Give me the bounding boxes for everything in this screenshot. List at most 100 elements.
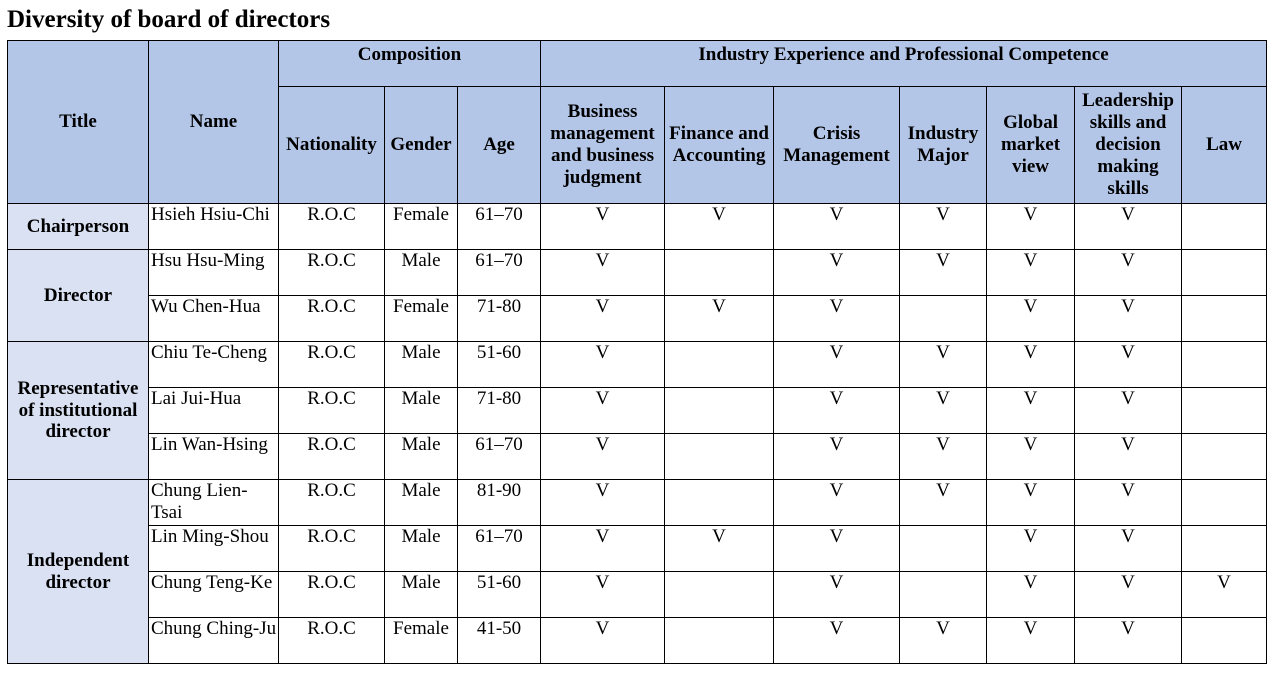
- business-cell: V: [540, 295, 666, 342]
- age-cell: 71-80: [456, 387, 542, 434]
- law-cell: [1181, 203, 1268, 250]
- industry-cell: V: [899, 433, 988, 480]
- finance-cell: [664, 617, 775, 664]
- industry-cell: V: [899, 617, 988, 664]
- header-finance-accounting: Finance and Accounting: [664, 86, 775, 204]
- name-cell: Chung Teng-Ke: [148, 571, 279, 618]
- crisis-cell: V: [773, 525, 901, 572]
- finance-cell: V: [664, 295, 775, 342]
- name-cell: Lai Jui-Hua: [148, 387, 279, 434]
- header-crisis-management: Crisis Management: [773, 86, 901, 204]
- header-industry-experience: Industry Experience and Professional Com…: [540, 40, 1268, 87]
- header-name: Name: [148, 40, 279, 204]
- title-cell: Chairperson: [7, 203, 149, 250]
- age-cell: 61–70: [456, 433, 542, 480]
- industry-cell: V: [899, 479, 988, 526]
- age-cell: 61–70: [456, 249, 542, 296]
- gender-cell: Male: [384, 341, 458, 388]
- law-cell: [1181, 525, 1268, 572]
- header-industry-major: Industry Major: [899, 86, 988, 204]
- name-cell: Chung Lien-Tsai: [148, 479, 279, 526]
- global-cell: V: [986, 387, 1076, 434]
- title-cell: Representative of institutional director: [7, 341, 149, 480]
- header-age: Age: [456, 86, 542, 204]
- gender-cell: Male: [384, 249, 458, 296]
- table-row: Director Hsu Hsu-Ming R.O.C Male 61–70 V V V V V: [7, 249, 1268, 342]
- gender-cell: Male: [384, 479, 458, 526]
- nationality-cell: R.O.C: [278, 295, 385, 342]
- crisis-cell: V: [773, 341, 901, 388]
- table-row: Representative of institutional director…: [7, 341, 1268, 480]
- crisis-cell: V: [773, 249, 901, 296]
- age-cell: 61–70: [456, 203, 542, 250]
- header-leadership-skills: Leadership skills and decision making sk…: [1074, 86, 1183, 204]
- law-cell: [1181, 341, 1268, 388]
- header-law: Law: [1181, 86, 1268, 204]
- nationality-cell: R.O.C: [278, 249, 385, 296]
- business-cell: V: [540, 571, 666, 618]
- business-cell: V: [540, 617, 666, 664]
- name-cell: Hsu Hsu-Ming: [148, 249, 279, 296]
- page-title: Diversity of board of directors: [7, 6, 331, 33]
- nationality-cell: R.O.C: [278, 203, 385, 250]
- finance-cell: [664, 571, 775, 618]
- header-business-management: Business management and business judgmen…: [540, 86, 666, 204]
- global-cell: V: [986, 249, 1076, 296]
- leadership-cell: V: [1074, 387, 1183, 434]
- table-row: Lai Jui-Hua R.O.C Male 71-80 V V V V V: [8, 387, 1268, 434]
- finance-cell: V: [664, 525, 775, 572]
- name-cell: Wu Chen-Hua: [148, 295, 279, 342]
- nationality-cell: R.O.C: [278, 525, 385, 572]
- title-cell: Independent director: [7, 479, 149, 664]
- industry-cell: V: [899, 341, 988, 388]
- global-cell: V: [986, 525, 1076, 572]
- gender-cell: Male: [384, 433, 458, 480]
- finance-cell: [664, 479, 775, 526]
- crisis-cell: V: [773, 617, 901, 664]
- leadership-cell: V: [1074, 617, 1183, 664]
- table-row: Independent director Chung Lien-Tsai R.O.C…: [7, 479, 1268, 664]
- header-nationality: Nationality: [278, 86, 385, 204]
- business-cell: V: [540, 341, 666, 388]
- crisis-cell: V: [773, 433, 901, 480]
- finance-cell: [664, 341, 775, 388]
- finance-cell: V: [664, 203, 775, 250]
- gender-cell: Female: [384, 617, 458, 664]
- industry-cell: [899, 295, 988, 342]
- header-global-market-view: Global market view: [986, 86, 1076, 204]
- leadership-cell: V: [1074, 433, 1183, 480]
- business-cell: V: [540, 525, 666, 572]
- law-cell: V: [1181, 571, 1268, 618]
- leadership-cell: V: [1074, 295, 1183, 342]
- global-cell: V: [986, 295, 1076, 342]
- name-cell: Chung Ching-Ju: [148, 617, 279, 664]
- industry-cell: V: [899, 249, 988, 296]
- gender-cell: Female: [384, 295, 458, 342]
- title-cell: Director: [7, 249, 149, 342]
- nationality-cell: R.O.C: [278, 617, 385, 664]
- global-cell: V: [986, 479, 1076, 526]
- business-cell: V: [540, 249, 666, 296]
- table-row: Lin Ming-Shou R.O.C Male 61–70 V V V V V: [8, 525, 1268, 572]
- crisis-cell: V: [773, 571, 901, 618]
- gender-cell: Female: [384, 203, 458, 250]
- law-cell: [1181, 479, 1268, 526]
- header-gender: Gender: [384, 86, 458, 204]
- crisis-cell: V: [773, 295, 901, 342]
- age-cell: 61–70: [456, 525, 542, 572]
- age-cell: 51-60: [456, 341, 542, 388]
- finance-cell: [664, 387, 775, 434]
- age-cell: 71-80: [456, 295, 542, 342]
- header-composition: Composition: [277, 40, 542, 87]
- leadership-cell: V: [1074, 203, 1183, 250]
- leadership-cell: V: [1074, 479, 1183, 526]
- table-row: Chairperson Hsieh Hsiu-Chi R.O.C Female 61–7…: [7, 203, 1268, 250]
- finance-cell: [664, 433, 775, 480]
- business-cell: V: [540, 387, 666, 434]
- table-row: Lin Wan-Hsing R.O.C Male 61–70 V V V V V: [8, 433, 1268, 480]
- law-cell: [1181, 249, 1268, 296]
- board-diversity-table: Title Name Composition Industry Experien…: [7, 40, 1268, 664]
- business-cell: V: [540, 479, 666, 526]
- business-cell: V: [540, 203, 666, 250]
- law-cell: [1181, 433, 1268, 480]
